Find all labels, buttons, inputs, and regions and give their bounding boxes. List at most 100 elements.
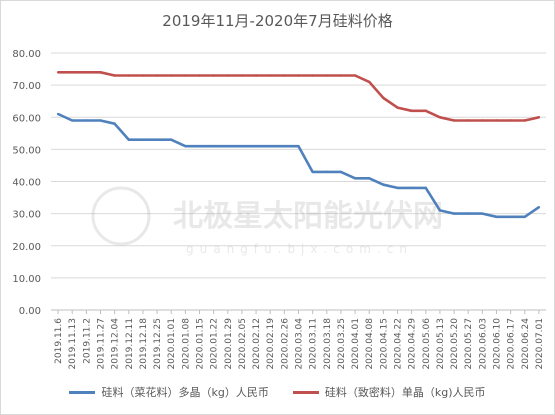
x-tick-label: 2020.02.05 [238,318,248,370]
data-point [410,109,413,113]
x-tick-label: 2019.11.27 [97,318,107,370]
data-point [283,74,286,77]
data-point [226,144,229,148]
x-tick-label: 2020.01.08 [181,318,191,370]
legend-item-polycrystalline: 硅料（菜花料）多晶（kg）人民币 [69,384,269,400]
data-point [198,74,201,77]
data-point [481,212,484,215]
x-tick-label: 2020.01.22 [210,318,220,370]
series-lines [56,71,541,219]
data-point [254,74,258,77]
watermark-sub-text: guangfu.bjx.com.cn [186,242,413,256]
x-tick-label: 2019.11.6 [54,318,64,364]
x-tick-label: 2020.02.26 [280,318,290,370]
data-point [537,116,541,119]
data-point [269,144,272,148]
data-point [509,215,512,219]
x-tick-label: 2020.04.15 [379,318,389,370]
legend-label-monocrystalline: 硅料（致密料）单晶（kg)人民币 [324,386,486,399]
data-point [141,138,145,141]
data-point [467,119,470,122]
data-point [495,119,498,122]
data-point [56,112,60,116]
x-tick-label: 2020.06.10 [493,318,503,370]
data-point [438,116,442,119]
data-point [71,119,74,122]
data-point [509,119,512,122]
x-tick-label: 2020.02.12 [252,318,262,370]
y-tick-label: 50.00 [12,145,41,156]
data-point [297,74,300,77]
data-point [438,209,442,212]
data-point [481,119,484,122]
data-point [523,119,526,122]
y-tick-label: 10.00 [12,274,41,285]
data-point [368,177,371,180]
y-tick-label: 30.00 [12,210,41,221]
x-tick-label: 2019.12.25 [153,318,163,370]
legend-swatch-polycrystalline [69,390,96,394]
data-point [537,206,541,209]
x-tick-label: 2020.04.22 [394,318,404,370]
data-point [212,74,215,77]
data-point [452,119,456,122]
legend-swatch-monocrystalline [292,390,319,394]
y-tick-label: 40.00 [12,178,41,189]
data-point [424,186,427,190]
x-tick-label: 2019.12.18 [139,318,149,370]
x-axis: 2019.11.6 2019.11.13 2019.11.2 2019.11.27 20… [54,310,545,370]
x-tick-label: 2020.05.06 [422,318,432,370]
data-point [254,144,258,148]
data-point [325,74,328,77]
data-point [325,170,328,174]
x-tick-label: 2020.02.19 [266,318,276,370]
data-point [155,74,159,77]
legend: 硅料（菜花料）多晶（kg）人民币 硅料（致密料）单晶（kg)人民币 [1,384,554,400]
gridlines [51,52,546,311]
x-tick-label: 2019.11.13 [68,318,78,370]
data-point [141,74,145,77]
x-tick-label: 2020.01.15 [196,318,206,370]
data-point [155,138,159,141]
data-point [85,71,88,74]
legend-item-monocrystalline: 硅料（致密料）单晶（kg)人民币 [292,384,486,400]
data-point [297,144,300,148]
x-tick-label: 2020.05.13 [436,318,446,370]
x-tick-label: 2019.12.04 [111,318,121,370]
x-tick-label: 2020.06.24 [521,318,531,370]
data-point [56,71,60,74]
data-point [113,74,116,77]
data-point [424,109,427,113]
data-point [240,74,244,77]
watermark-logo-icon [91,186,151,246]
legend-label-polycrystalline: 硅料（菜花料）多晶（kg）人民币 [101,386,269,399]
x-tick-label: 2019.11.2 [82,318,92,364]
data-point [410,186,413,190]
x-tick-label: 2020.03.25 [337,318,347,370]
data-point [311,74,314,77]
x-tick-label: 2020.05.27 [464,318,474,370]
series-line-1 [58,71,540,122]
x-tick-label: 2020.07.01 [535,318,545,370]
x-tick-label: 2020.03.04 [295,318,305,370]
data-point [71,71,74,74]
x-tick-label: 2020.04.29 [408,318,418,370]
y-tick-label: 0.00 [19,306,41,317]
x-tick-label: 2020.06.17 [507,318,517,370]
data-point [523,215,526,219]
x-tick-label: 2020.04.08 [365,318,375,370]
x-tick-label: 2020.04.01 [351,318,361,370]
data-point [353,74,357,77]
x-tick-label: 2020.01.01 [167,318,177,370]
data-point [184,144,187,148]
data-point [339,170,343,174]
watermark-main-text: 北极星太阳能光伏网 [173,199,443,234]
data-point [170,74,173,77]
data-point [269,74,272,77]
data-point [283,144,286,148]
y-tick-label: 70.00 [12,81,41,92]
data-point [495,215,498,219]
data-point [382,183,385,186]
